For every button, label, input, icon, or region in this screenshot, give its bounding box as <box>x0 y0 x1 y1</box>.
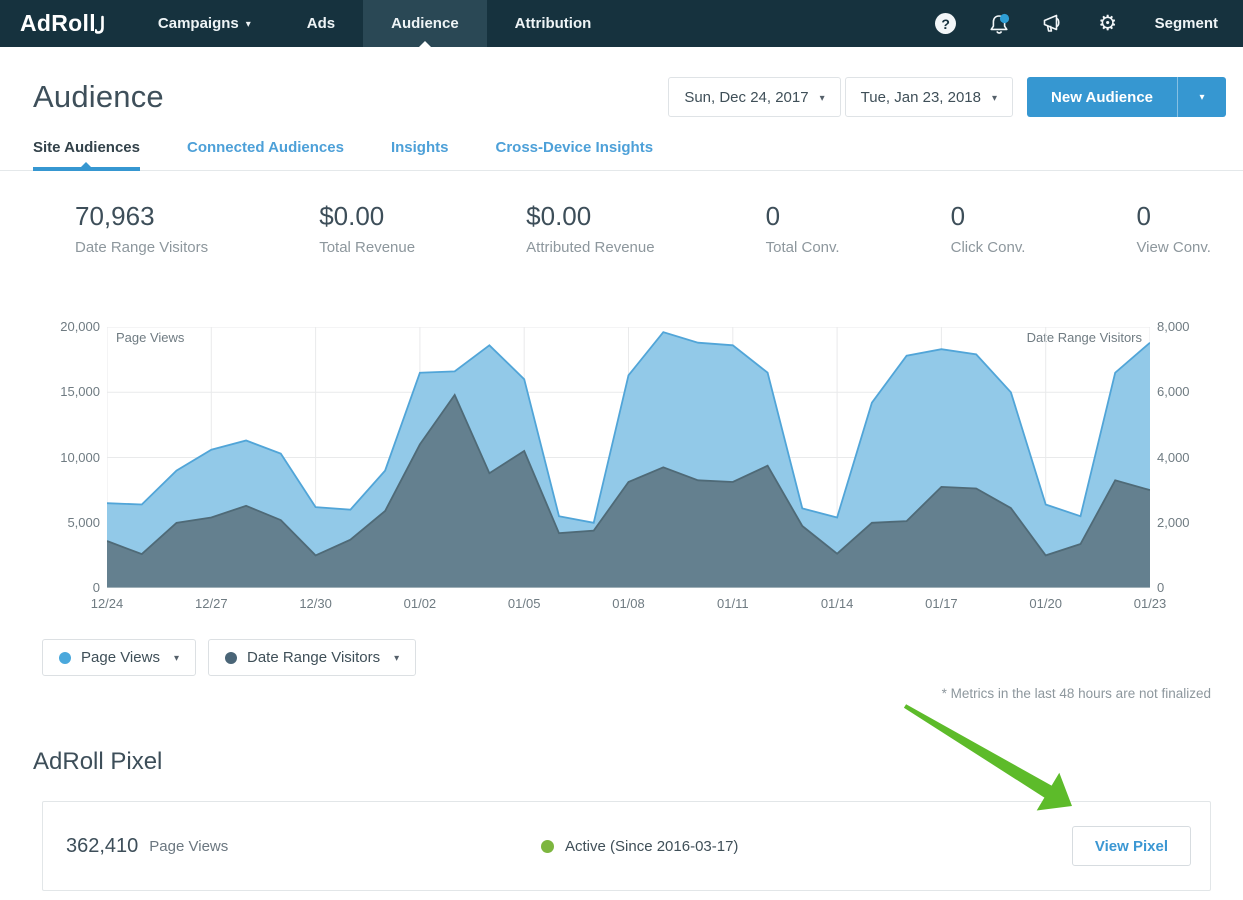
x-axis-tick: 12/30 <box>299 596 332 611</box>
stats-summary-row: 70,963 Date Range Visitors $0.00 Total R… <box>0 171 1243 256</box>
nav-item-audience[interactable]: Audience <box>363 0 487 47</box>
pixel-card: 362,410 Page Views Active (Since 2016-03… <box>42 801 1211 891</box>
new-audience-button-group: New Audience ▾ <box>1027 77 1226 117</box>
stat-date-range-visitors: 70,963 Date Range Visitors <box>75 201 208 256</box>
left-axis-tick: 10,000 <box>60 450 100 466</box>
stat-attributed-revenue: $0.00 Attributed Revenue <box>526 201 654 256</box>
x-axis-tick: 01/02 <box>404 596 437 611</box>
left-axis-tick: 20,000 <box>60 319 100 335</box>
date-range-end-picker[interactable]: Tue, Jan 23, 2018 ▾ <box>845 77 1013 117</box>
stat-label: Date Range Visitors <box>75 239 208 256</box>
nav-item-campaigns[interactable]: Campaigns ▾ <box>130 0 279 47</box>
right-axis-tick: 8,000 <box>1157 319 1190 335</box>
header-controls: Sun, Dec 24, 2017 ▾ Tue, Jan 23, 2018 ▾ … <box>668 77 1226 117</box>
x-axis-tick: 12/27 <box>195 596 228 611</box>
right-axis-tick: 6,000 <box>1157 384 1190 400</box>
stat-label: Click Conv. <box>951 239 1026 256</box>
tab-cross-device-insights[interactable]: Cross-Device Insights <box>495 130 653 170</box>
pixel-status-text: Active (Since 2016-03-17) <box>565 838 738 855</box>
x-axis-tick: 01/05 <box>508 596 541 611</box>
adroll-logo[interactable]: AdRoll <box>0 0 130 47</box>
top-navbar: AdRoll Campaigns ▾ Ads Audience Attribut… <box>0 0 1243 47</box>
x-axis-tick: 01/14 <box>821 596 854 611</box>
settings-icon[interactable]: ⚙ <box>1081 13 1135 34</box>
tab-site-audiences[interactable]: Site Audiences <box>33 130 140 170</box>
notification-badge <box>1000 13 1009 22</box>
notifications-icon[interactable] <box>973 12 1027 36</box>
date-range-start-value: Sun, Dec 24, 2017 <box>684 89 808 106</box>
adroll-logo-text: AdRoll <box>20 10 96 37</box>
x-axis-tick: 01/08 <box>612 596 645 611</box>
stat-total-conv: 0 Total Conv. <box>766 201 840 256</box>
legend-label: Page Views <box>81 649 160 666</box>
page-views-dot-icon <box>59 652 71 664</box>
help-icon[interactable]: ? <box>919 13 973 34</box>
pixel-status: Active (Since 2016-03-17) <box>541 838 738 855</box>
stat-label: Total Conv. <box>766 239 840 256</box>
left-axis-tick: 15,000 <box>60 384 100 400</box>
new-audience-button[interactable]: New Audience <box>1027 77 1177 117</box>
stat-value: 0 <box>766 201 840 232</box>
legend-label: Date Range Visitors <box>247 649 380 666</box>
right-axis-tick: 4,000 <box>1157 450 1190 466</box>
stat-value: $0.00 <box>319 201 415 232</box>
chart-svg <box>107 327 1150 588</box>
nav-item-label: Campaigns <box>158 15 239 32</box>
x-axis-tick: 12/24 <box>91 596 124 611</box>
tab-connected-audiences[interactable]: Connected Audiences <box>187 130 344 170</box>
page-header: Audience Sun, Dec 24, 2017 ▾ Tue, Jan 23… <box>0 47 1243 117</box>
date-range-end-value: Tue, Jan 23, 2018 <box>861 89 981 106</box>
stat-value: 70,963 <box>75 201 208 232</box>
chevron-down-icon: ▾ <box>394 653 399 664</box>
stat-label: Attributed Revenue <box>526 239 654 256</box>
nav-item-ads[interactable]: Ads <box>279 0 363 47</box>
nav-item-label: Ads <box>307 15 335 32</box>
pixel-page-views-value: 362,410 <box>66 835 138 858</box>
x-axis-tick: 01/20 <box>1029 596 1062 611</box>
stat-label: View Conv. <box>1136 239 1210 256</box>
metrics-footnote: * Metrics in the last 48 hours are not f… <box>0 686 1243 701</box>
x-axis-ticks: 12/2412/2712/3001/0201/0501/0801/1101/14… <box>107 596 1150 614</box>
right-axis-tick: 2,000 <box>1157 515 1190 531</box>
stat-value: 0 <box>1136 201 1210 232</box>
stat-value: 0 <box>951 201 1026 232</box>
pixel-section-title: AdRoll Pixel <box>33 748 1243 776</box>
date-range-visitors-dot-icon <box>225 652 237 664</box>
legend-page-views-dropdown[interactable]: Page Views ▾ <box>42 639 196 676</box>
x-axis-tick: 01/11 <box>717 596 749 611</box>
adroll-logo-curl-icon <box>95 12 106 38</box>
chevron-down-icon: ▾ <box>992 93 997 104</box>
navbar-right-group: ? ⚙ Segment <box>919 0 1243 47</box>
chart-legend: Page Views ▾ Date Range Visitors ▾ <box>0 639 1243 676</box>
view-pixel-button[interactable]: View Pixel <box>1072 826 1191 866</box>
legend-date-range-visitors-dropdown[interactable]: Date Range Visitors ▾ <box>208 639 416 676</box>
audience-tabs: Site Audiences Connected Audiences Insig… <box>0 130 1243 171</box>
left-axis-tick: 5,000 <box>67 515 100 531</box>
page-title: Audience <box>33 79 164 115</box>
pixel-page-views-label: Page Views <box>149 838 228 855</box>
account-menu[interactable]: Segment <box>1135 15 1228 32</box>
nav-item-label: Audience <box>391 15 459 32</box>
stat-value: $0.00 <box>526 201 654 232</box>
chevron-down-icon: ▾ <box>174 653 179 664</box>
active-status-dot-icon <box>541 840 554 853</box>
nav-item-label: Attribution <box>515 15 592 32</box>
stat-click-conv: 0 Click Conv. <box>951 201 1026 256</box>
chevron-down-icon: ▾ <box>246 19 251 30</box>
nav-item-attribution[interactable]: Attribution <box>487 0 620 47</box>
new-audience-dropdown-button[interactable]: ▾ <box>1177 77 1226 117</box>
left-axis-tick: 0 <box>93 580 100 596</box>
x-axis-tick: 01/23 <box>1134 596 1167 611</box>
chevron-down-icon: ▾ <box>820 93 825 104</box>
traffic-area-chart: Page Views Date Range Visitors 20,00015,… <box>0 318 1243 618</box>
stat-total-revenue: $0.00 Total Revenue <box>319 201 415 256</box>
tab-insights[interactable]: Insights <box>391 130 449 170</box>
chart-plot-area[interactable] <box>107 327 1150 588</box>
right-axis-tick: 0 <box>1157 580 1164 596</box>
date-range-start-picker[interactable]: Sun, Dec 24, 2017 ▾ <box>668 77 840 117</box>
announcements-icon[interactable] <box>1027 13 1081 34</box>
stat-view-conv: 0 View Conv. <box>1136 201 1210 256</box>
x-axis-tick: 01/17 <box>925 596 958 611</box>
stat-label: Total Revenue <box>319 239 415 256</box>
